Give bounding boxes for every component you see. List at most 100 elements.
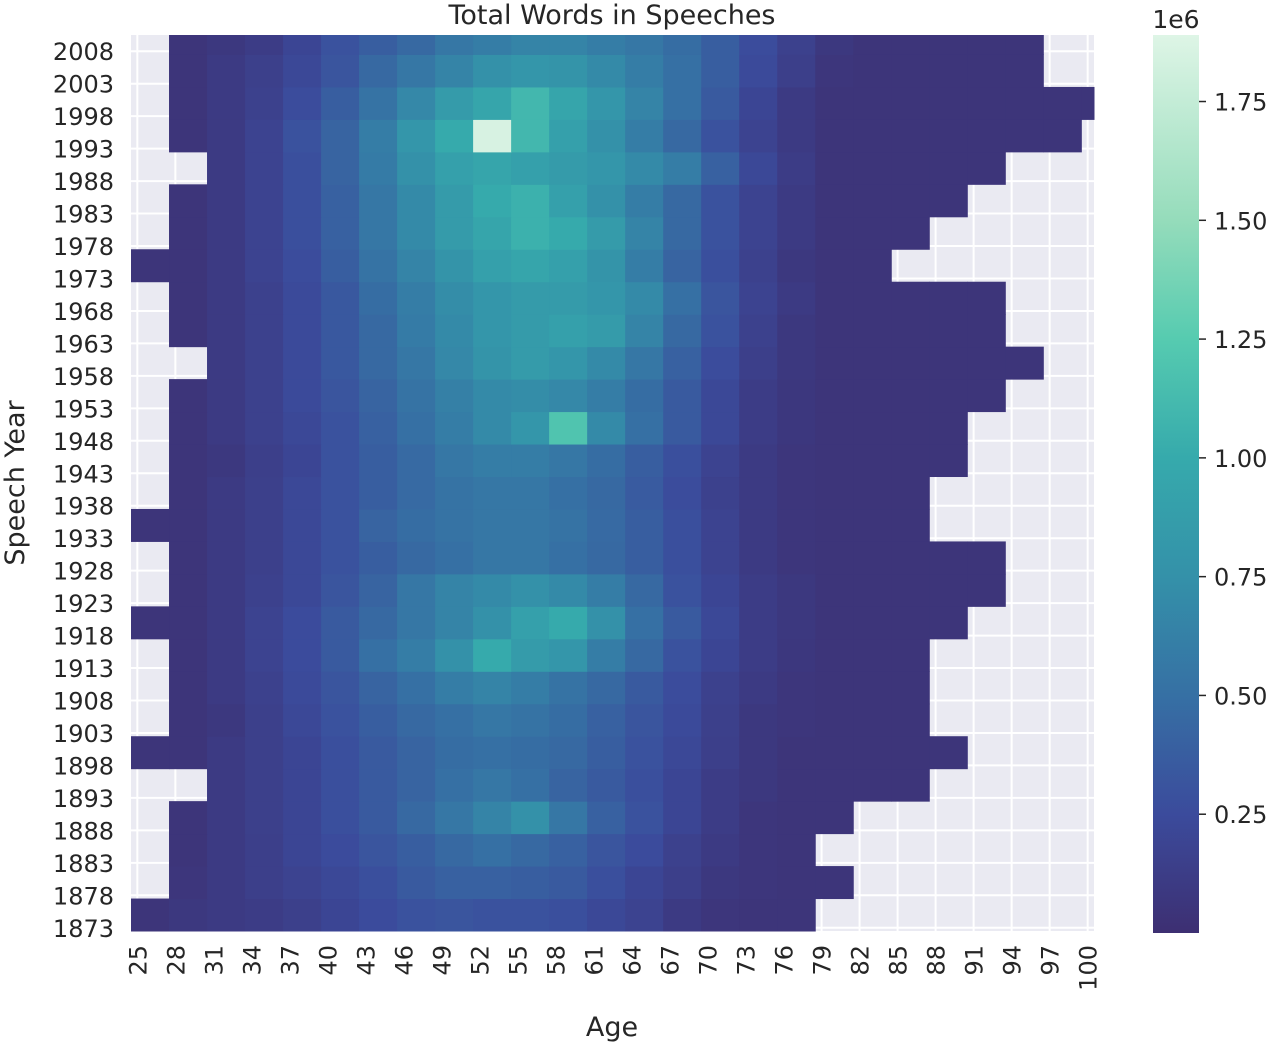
heatmap-cell — [777, 281, 816, 315]
heatmap-cell — [321, 768, 360, 802]
heatmap-cell — [587, 606, 626, 640]
heatmap-cell — [815, 216, 854, 250]
heatmap-cell — [929, 379, 968, 413]
heatmap-cell — [245, 249, 284, 283]
heatmap-cell — [283, 411, 322, 445]
heatmap-cell — [891, 444, 930, 478]
heatmap-cell — [1005, 86, 1044, 120]
heatmap-cell — [245, 573, 284, 607]
heatmap-cell — [435, 54, 474, 88]
x-tick-label: 37 — [276, 945, 304, 976]
heatmap-cell — [777, 606, 816, 640]
heatmap-cell — [853, 444, 892, 478]
heatmap-cell — [359, 86, 398, 120]
heatmap-cell — [245, 151, 284, 185]
heatmap-cell — [245, 119, 284, 153]
heatmap-cell — [929, 444, 968, 478]
heatmap-cell — [511, 541, 550, 575]
heatmap-cell — [701, 833, 740, 867]
heatmap-cell — [435, 314, 474, 348]
heatmap-cell — [283, 736, 322, 770]
heatmap-cell — [853, 638, 892, 672]
heatmap-cell — [815, 379, 854, 413]
heatmap-cell — [815, 184, 854, 218]
heatmap-cell — [283, 476, 322, 510]
heatmap-cell — [397, 216, 436, 250]
heatmap-cell — [321, 346, 360, 380]
heatmap-cell — [701, 444, 740, 478]
heatmap-cell — [283, 671, 322, 705]
heatmap-cell — [663, 866, 702, 900]
x-tick-label: 46 — [390, 945, 418, 976]
heatmap-cell — [511, 216, 550, 250]
heatmap-cell — [397, 346, 436, 380]
heatmap-cell — [397, 184, 436, 218]
heatmap-cell — [853, 768, 892, 802]
heatmap-cells — [131, 35, 1095, 932]
heatmap-cell — [207, 216, 246, 250]
heatmap-cell — [587, 151, 626, 185]
y-tick-label: 1973 — [53, 265, 114, 293]
heatmap-cell — [549, 768, 588, 802]
heatmap-cell — [359, 249, 398, 283]
y-tick-label: 1933 — [53, 525, 114, 553]
heatmap-cell — [739, 151, 778, 185]
heatmap-cell — [435, 444, 474, 478]
heatmap-cell — [473, 606, 512, 640]
heatmap-cell — [245, 444, 284, 478]
heatmap-cell — [587, 638, 626, 672]
heatmap-cell — [435, 898, 474, 932]
heatmap-cell — [169, 411, 208, 445]
heatmap-cell — [169, 703, 208, 737]
heatmap-cell — [473, 314, 512, 348]
y-tick-label: 1903 — [53, 720, 114, 748]
heatmap-cell — [473, 671, 512, 705]
heatmap-cell — [549, 833, 588, 867]
heatmap-cell — [359, 379, 398, 413]
heatmap-cell — [511, 314, 550, 348]
heatmap-cell — [891, 35, 930, 55]
heatmap-cell — [815, 35, 854, 55]
heatmap-cell — [891, 411, 930, 445]
heatmap-cell — [169, 249, 208, 283]
heatmap-cell — [245, 898, 284, 932]
heatmap-cell — [207, 86, 246, 120]
heatmap-cell — [549, 379, 588, 413]
heatmap-cell — [739, 898, 778, 932]
heatmap-cell — [321, 249, 360, 283]
heatmap-cell — [663, 736, 702, 770]
heatmap-cell — [511, 151, 550, 185]
heatmap-cell — [359, 184, 398, 218]
heatmap-cell — [663, 314, 702, 348]
heatmap-cell — [777, 54, 816, 88]
heatmap-cell — [549, 281, 588, 315]
heatmap-cell — [473, 476, 512, 510]
heatmap-cell — [397, 508, 436, 542]
heatmap-cell — [891, 703, 930, 737]
heatmap-cell — [473, 573, 512, 607]
heatmap-cell — [853, 508, 892, 542]
heatmap-cell — [511, 573, 550, 607]
heatmap-cell — [625, 573, 664, 607]
heatmap-cell — [321, 638, 360, 672]
heatmap-cell — [397, 898, 436, 932]
heatmap-cell — [435, 768, 474, 802]
heatmap-cell — [321, 411, 360, 445]
x-tick-label: 85 — [885, 945, 913, 976]
heatmap-cell — [283, 768, 322, 802]
heatmap-cell — [625, 898, 664, 932]
heatmap-cell — [435, 866, 474, 900]
heatmap-cell — [435, 703, 474, 737]
heatmap-cell — [207, 35, 246, 55]
y-tick-label: 1898 — [53, 752, 114, 780]
heatmap-cell — [815, 346, 854, 380]
heatmap-cell — [359, 671, 398, 705]
colorbar-ticks: 0.25 0.50 0.75 1.00 1.25 1.50 1.75 — [1199, 89, 1267, 829]
heatmap-cell — [321, 573, 360, 607]
heatmap-cell — [663, 281, 702, 315]
heatmap-cell — [511, 768, 550, 802]
heatmap-cell — [511, 444, 550, 478]
heatmap-cell — [815, 411, 854, 445]
heatmap-cell — [245, 638, 284, 672]
heatmap-cell — [511, 476, 550, 510]
